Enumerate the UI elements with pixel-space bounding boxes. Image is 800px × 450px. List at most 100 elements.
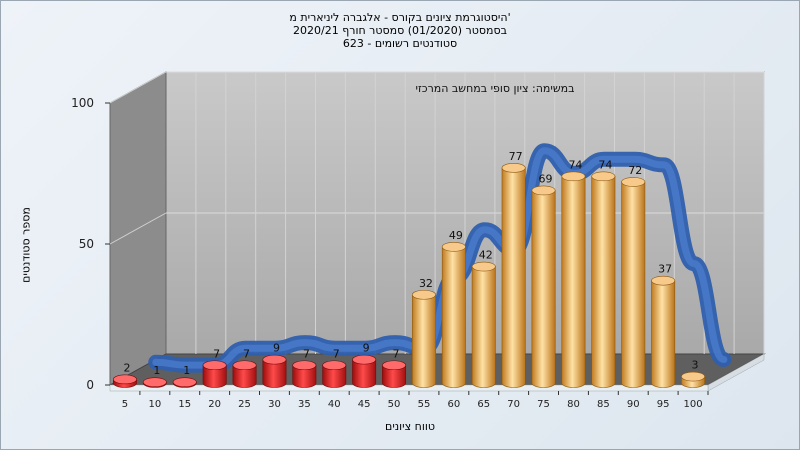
bar-body	[531, 190, 556, 388]
y-tick-label: 0	[86, 378, 94, 392]
bar	[471, 261, 496, 388]
bar-body	[441, 246, 466, 388]
bar-top	[112, 374, 137, 385]
x-tick-label: 95	[657, 399, 670, 410]
bar	[382, 360, 407, 388]
bar-top	[681, 371, 706, 382]
bar-top	[411, 289, 436, 300]
bar-value-label: 3	[692, 359, 699, 372]
bar-value-label: 7	[303, 347, 310, 360]
floor-front-edge	[109, 384, 709, 392]
bar	[202, 360, 227, 388]
bar-body	[411, 294, 436, 388]
y-tick-label: 50	[79, 237, 94, 251]
bar	[501, 163, 526, 388]
bar-value-label: 69	[539, 172, 553, 185]
bar	[292, 360, 317, 388]
x-tick-label: 70	[507, 399, 520, 410]
x-tick-label: 25	[238, 399, 251, 410]
bar-body	[352, 359, 377, 388]
bar-value-label: 9	[273, 342, 280, 355]
bar-value-label: 32	[419, 277, 433, 290]
bar-body	[501, 167, 526, 388]
x-tick-label: 100	[684, 399, 703, 410]
bar-top	[142, 377, 167, 387]
bar-top	[531, 185, 556, 196]
bar-value-label: 1	[153, 364, 160, 377]
bar	[681, 371, 706, 388]
bar	[591, 171, 616, 388]
bar-body	[202, 364, 227, 388]
bar-value-label: 1	[183, 364, 190, 377]
x-tick-label: 90	[627, 399, 640, 410]
chart-title-line-3: 623 - סטודנטים רשומים	[342, 37, 458, 50]
x-tick-label: 50	[388, 399, 401, 410]
bar-value-label: 7	[213, 347, 220, 360]
bar-value-label: 2	[123, 361, 130, 374]
bar-body	[322, 364, 347, 388]
bar-top	[651, 275, 676, 286]
bar-body	[651, 280, 676, 388]
x-axis-label: טווח ציונים	[385, 420, 435, 433]
chart-title-line-1: היסטוגרמת ציונים בקורס - אלגברה ליניארית…	[289, 11, 511, 24]
bar-top	[172, 377, 197, 387]
bar	[651, 275, 676, 388]
bar-top	[382, 360, 407, 371]
bar-value-label: 7	[333, 347, 340, 360]
bar-top	[471, 261, 496, 272]
bar-top	[322, 360, 347, 371]
bar-top	[232, 360, 257, 371]
bar-body	[292, 364, 317, 388]
x-tick-label: 15	[178, 399, 191, 410]
bar-top	[441, 242, 466, 252]
bar	[142, 377, 167, 388]
chart-title-line-2: בסמסטר (01/2020) סמסטר חורף 2020/21	[293, 24, 507, 37]
x-tick-label: 65	[477, 399, 490, 410]
x-tick-label: 30	[268, 399, 281, 410]
y-tick-label: 100	[71, 96, 94, 110]
bar	[172, 377, 197, 388]
bar-top	[591, 171, 616, 182]
bar-value-label: 7	[243, 347, 250, 360]
bar-top	[561, 171, 586, 182]
bar	[411, 289, 436, 388]
bar-body	[262, 359, 287, 388]
bar-body	[232, 364, 257, 388]
y-axis-label: מספר סטודנטים	[19, 207, 33, 283]
bar-body	[561, 176, 586, 388]
gridline-side	[109, 71, 167, 104]
x-tick-label: 75	[537, 399, 550, 410]
bar-body	[382, 364, 407, 388]
x-tick-label: 60	[447, 399, 460, 410]
x-tick-label: 5	[122, 399, 128, 410]
x-tick-label: 55	[418, 399, 431, 410]
chart-subtitle: במשימה: ציון סופי במחשב המרכזי	[415, 82, 574, 95]
bar	[531, 185, 556, 388]
bar-value-label: 9	[363, 342, 370, 355]
bar-top	[202, 360, 227, 371]
bar-body	[471, 266, 496, 388]
bar	[112, 374, 137, 388]
bar	[352, 354, 377, 388]
bar	[441, 242, 466, 388]
bar-value-label: 74	[598, 158, 612, 171]
bar	[561, 171, 586, 388]
bar-value-label: 42	[479, 249, 493, 262]
x-tick-label: 45	[358, 399, 371, 410]
bar	[232, 360, 257, 388]
bar-value-label: 7	[393, 347, 400, 360]
bar-body	[621, 181, 646, 388]
bar-value-label: 49	[449, 229, 463, 242]
bar-value-label: 37	[658, 263, 672, 276]
bar-top	[501, 163, 526, 173]
bar-value-label: 77	[509, 150, 523, 163]
bar-value-label: 74	[568, 158, 582, 171]
x-tick-label: 35	[298, 399, 311, 410]
bar	[322, 360, 347, 388]
bar-body	[591, 176, 616, 388]
x-tick-label: 10	[148, 399, 161, 410]
gridline-side	[109, 212, 167, 245]
x-tick-label: 80	[567, 399, 580, 410]
x-tick-label: 20	[208, 399, 221, 410]
